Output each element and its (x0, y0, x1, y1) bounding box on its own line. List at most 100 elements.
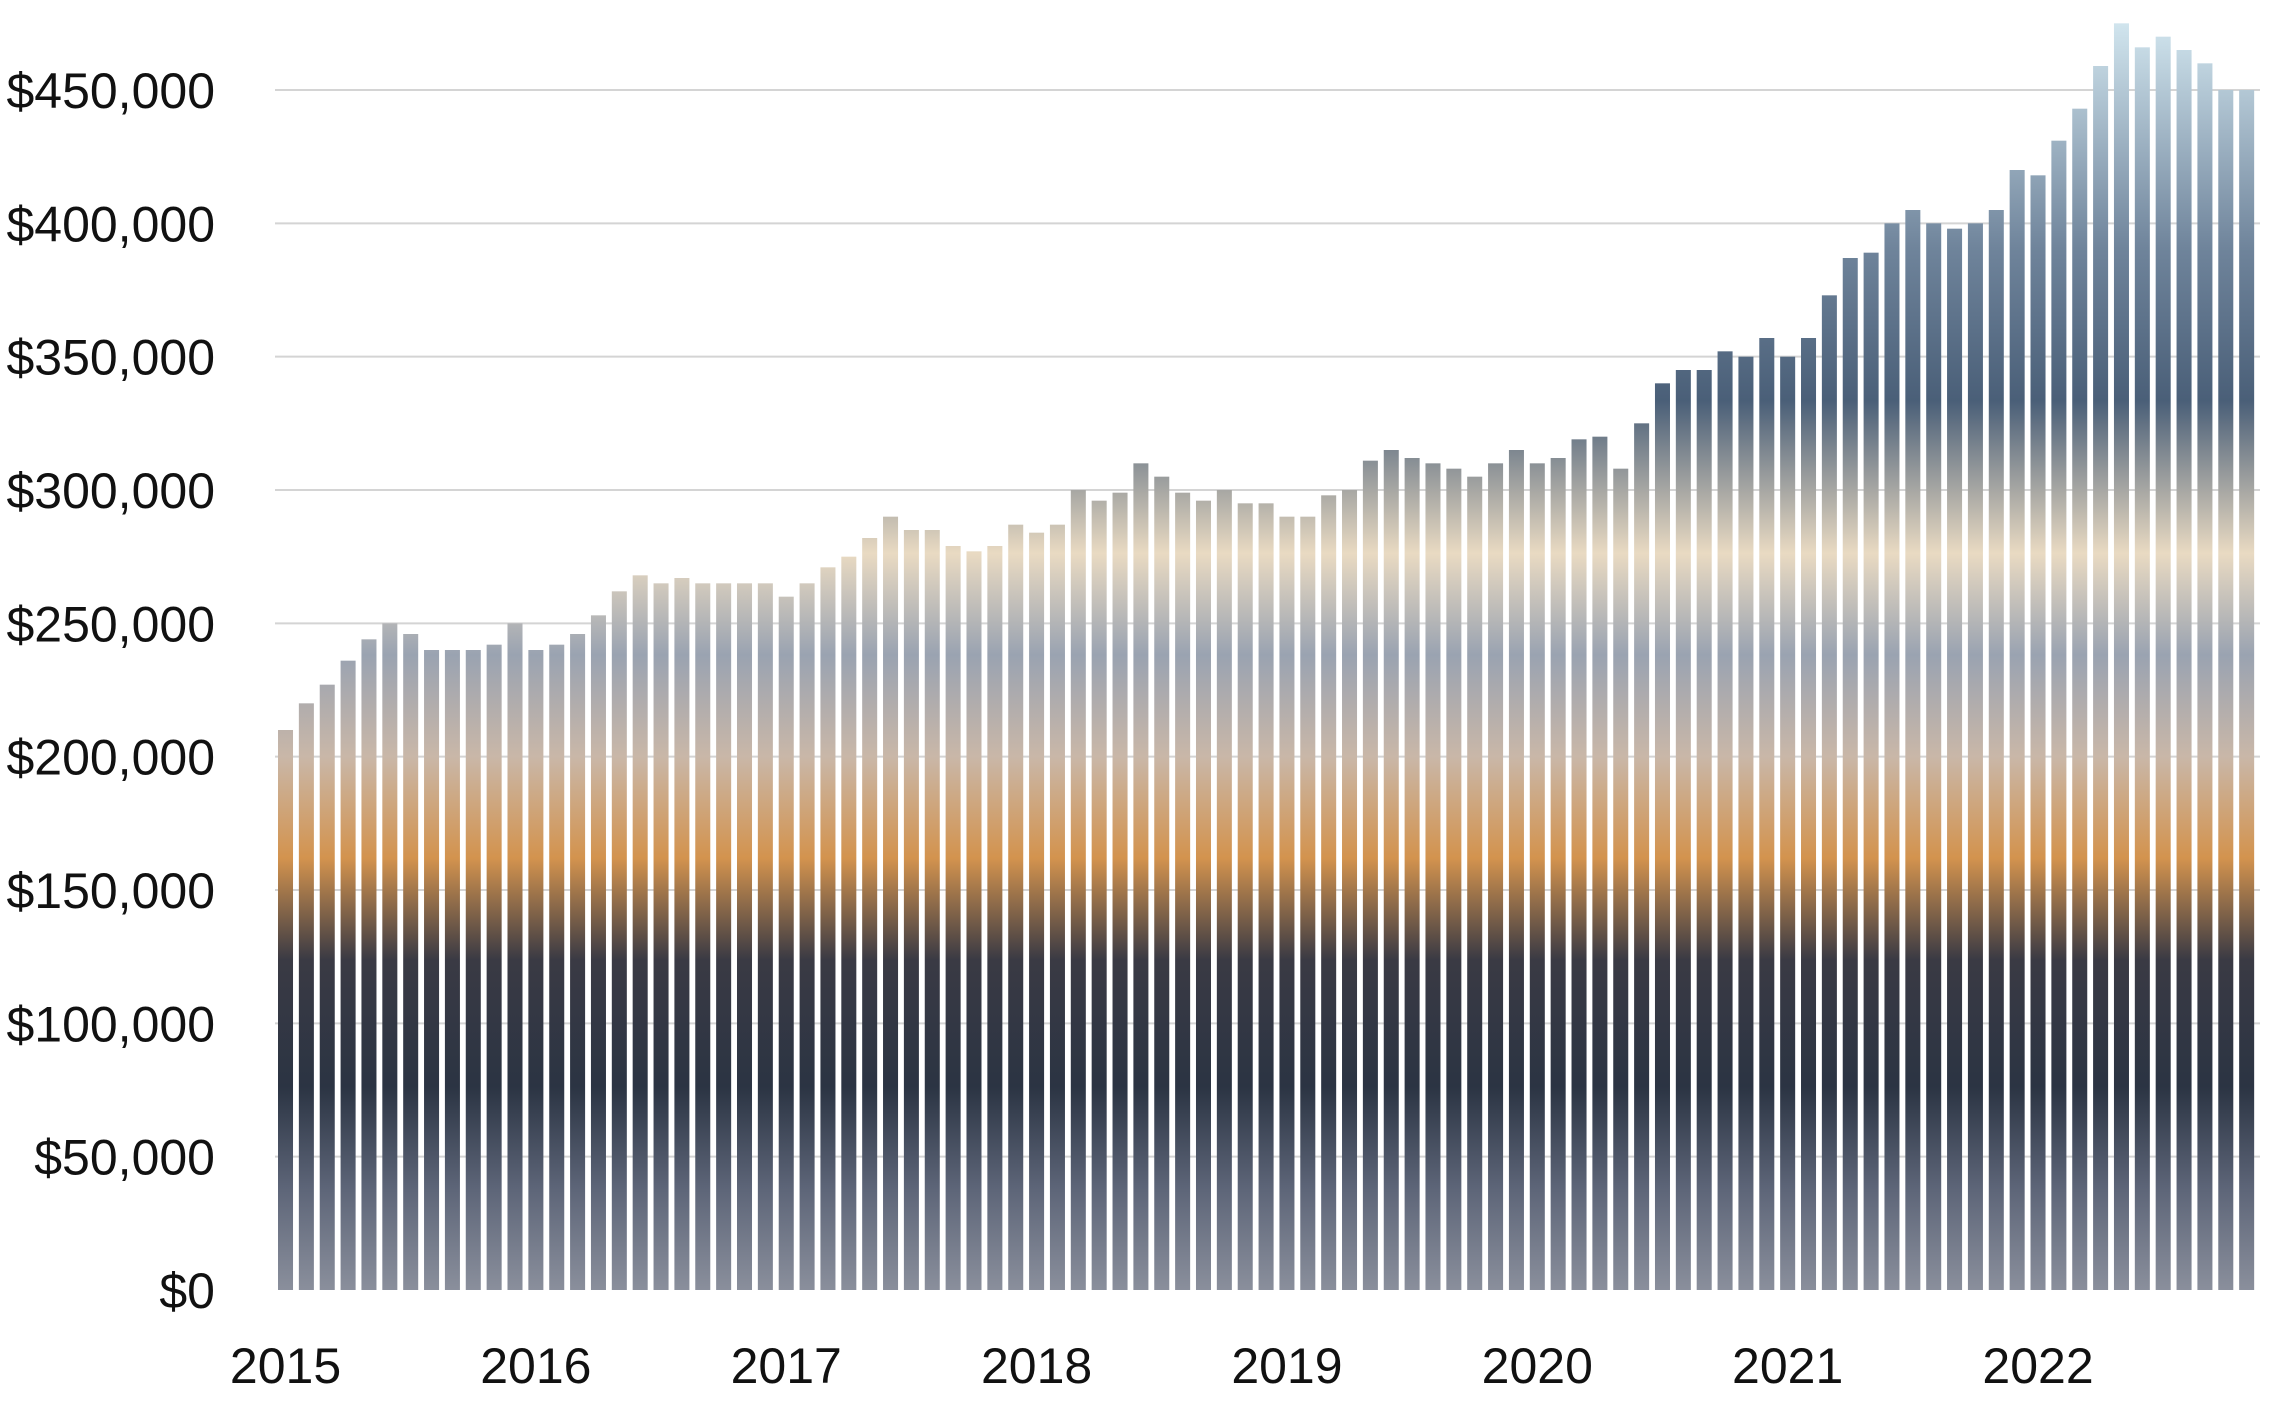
bar (778, 596, 794, 1290)
x-tick-label: 2019 (1231, 1338, 1342, 1394)
bar (987, 546, 1003, 1290)
x-tick-label: 2016 (480, 1338, 591, 1394)
bar (1654, 383, 1670, 1291)
bar (674, 578, 690, 1290)
bar (570, 634, 586, 1290)
bar (1675, 370, 1691, 1290)
bar (1634, 423, 1650, 1291)
bar (319, 684, 335, 1290)
bar (2113, 23, 2129, 1291)
bar (2155, 36, 2171, 1290)
bar (1029, 532, 1045, 1290)
bar (1404, 458, 1420, 1290)
x-tick-label: 2015 (230, 1338, 341, 1394)
x-axis: 2015 2016 2017 2018 2019 2020 2021 2022 (230, 1338, 2094, 1394)
bar (1070, 490, 1086, 1290)
bar (1175, 492, 1191, 1290)
bar (903, 530, 919, 1290)
bar (2239, 90, 2255, 1290)
bar (1300, 516, 1316, 1290)
bar (2218, 90, 2234, 1290)
bar (2009, 170, 2025, 1290)
bar (1425, 463, 1441, 1291)
bar (486, 644, 502, 1290)
bar (862, 538, 878, 1290)
y-tick-label: $200,000 (6, 730, 215, 786)
bar (298, 703, 314, 1290)
bar (1947, 228, 1963, 1290)
bar (1383, 450, 1399, 1290)
x-tick-label: 2017 (731, 1338, 842, 1394)
bar (1154, 476, 1170, 1290)
bar (2134, 47, 2150, 1291)
bar (1237, 503, 1253, 1291)
bar (1195, 500, 1211, 1290)
bar (1529, 463, 1545, 1291)
x-tick-label: 2018 (981, 1338, 1092, 1394)
bar (695, 583, 711, 1290)
bar (1488, 463, 1504, 1291)
bar (2197, 63, 2213, 1291)
bar (1279, 516, 1295, 1290)
bar (1905, 210, 1921, 1290)
bar (1091, 500, 1107, 1290)
bar (632, 575, 648, 1290)
bar (278, 730, 294, 1290)
bar (1696, 370, 1712, 1290)
bar (1821, 295, 1837, 1291)
bar (1467, 476, 1483, 1290)
bar (1508, 450, 1524, 1290)
bar (444, 650, 460, 1290)
bar (1926, 223, 1942, 1291)
x-tick-label: 2020 (1482, 1338, 1593, 1394)
bar (1717, 351, 1733, 1291)
bar (465, 650, 481, 1290)
bar (2030, 175, 2046, 1291)
bars-group (278, 23, 2255, 1291)
bar (611, 591, 627, 1290)
bar (1988, 210, 2004, 1290)
bar (361, 639, 377, 1290)
bar (653, 583, 669, 1290)
y-tick-label: $450,000 (6, 63, 215, 119)
bar (736, 583, 753, 1290)
bar (1863, 252, 1879, 1290)
y-tick-label: $0 (159, 1263, 215, 1319)
bar (757, 583, 773, 1290)
bar (382, 623, 398, 1290)
bar (1258, 503, 1274, 1291)
y-tick-label: $250,000 (6, 596, 215, 652)
bar (966, 551, 982, 1290)
y-tick-label: $300,000 (6, 463, 215, 519)
bar (403, 634, 419, 1290)
bar (1446, 468, 1462, 1290)
bar (1884, 223, 1900, 1291)
bar (1550, 458, 1566, 1290)
bar (528, 650, 544, 1290)
bar (945, 546, 961, 1290)
bar (1216, 490, 1232, 1290)
bar (820, 567, 836, 1290)
bar (799, 583, 815, 1290)
bar (2176, 50, 2192, 1290)
x-tick-label: 2021 (1732, 1338, 1843, 1394)
bar (841, 556, 857, 1290)
bar (1613, 468, 1629, 1290)
bar (1801, 338, 1817, 1290)
y-tick-label: $400,000 (6, 196, 215, 252)
y-tick-label: $100,000 (6, 996, 215, 1052)
bar (1008, 524, 1024, 1290)
bar (590, 615, 606, 1290)
bar (2072, 108, 2088, 1290)
bar (549, 644, 565, 1290)
bar (1759, 338, 1775, 1290)
bar (1967, 223, 1983, 1291)
bar (924, 530, 940, 1290)
bar (424, 650, 440, 1290)
bar (716, 583, 732, 1290)
bar (1049, 524, 1065, 1290)
y-tick-label: $50,000 (34, 1130, 215, 1186)
bar (1842, 258, 1858, 1290)
x-tick-label: 2022 (1982, 1338, 2093, 1394)
